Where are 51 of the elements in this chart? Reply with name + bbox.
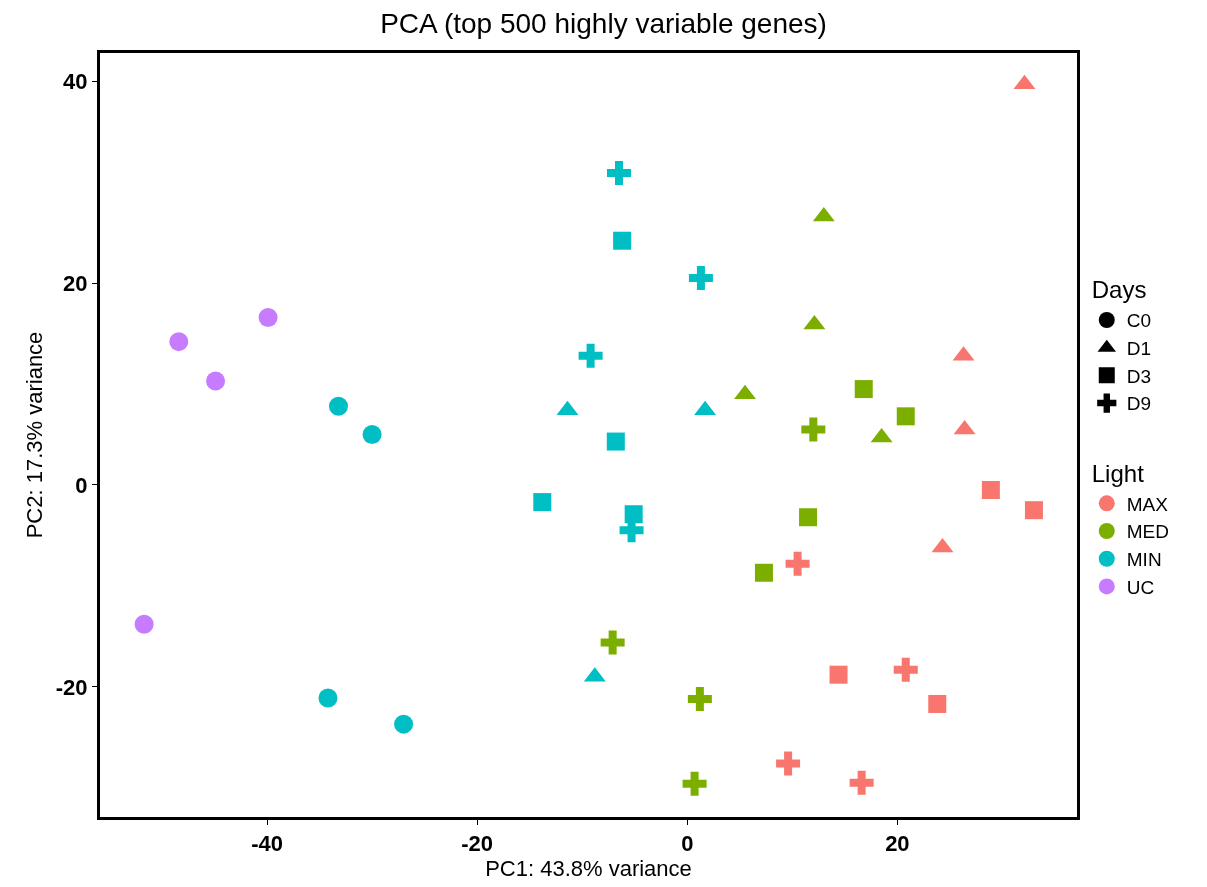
legend-label: D3 [1126, 365, 1152, 387]
x-tick-label: -40 [251, 831, 283, 857]
legend-label: MAX [1126, 493, 1169, 515]
text: Days [1091, 276, 1147, 304]
point [981, 481, 1000, 499]
text: Light [1091, 459, 1144, 487]
point [258, 307, 278, 327]
legend-label: D9 [1126, 393, 1152, 415]
point [578, 343, 603, 368]
legend-label: MIN [1126, 549, 1162, 571]
point [687, 686, 712, 711]
point [134, 614, 154, 634]
point [928, 694, 947, 713]
point [533, 493, 552, 512]
legend-label: MED [1126, 521, 1169, 543]
point [688, 266, 713, 291]
legend-label: D1 [1126, 338, 1152, 360]
y-tick-label: 0 [75, 472, 88, 498]
point [829, 665, 848, 684]
point [600, 630, 625, 655]
legend-label: UC [1126, 576, 1155, 598]
point [849, 770, 874, 795]
y-tick-label: 40 [63, 68, 88, 94]
point [893, 657, 918, 682]
point [776, 751, 801, 776]
legend-label: C0 [1126, 310, 1152, 332]
x-tick-label: 20 [885, 831, 910, 857]
point [394, 714, 414, 734]
point [206, 371, 226, 391]
point [328, 396, 348, 416]
point [785, 551, 810, 576]
point [896, 407, 915, 426]
chart-title: PCA (top 500 highly variable genes) [380, 7, 827, 39]
point [799, 508, 818, 527]
y-axis-title: PC2: 17.3% variance [21, 331, 47, 539]
point [1024, 501, 1043, 520]
x-tick-label: 0 [681, 831, 694, 857]
x-tick-label: -20 [461, 831, 494, 857]
point [606, 432, 625, 451]
x-axis-title: PC1: 43.8% variance [485, 856, 692, 882]
y-tick-label: -20 [55, 674, 88, 700]
point [801, 417, 826, 442]
point [318, 688, 338, 708]
point [613, 231, 632, 250]
point [362, 425, 382, 444]
point [169, 332, 189, 352]
y-tick-label: 20 [63, 270, 88, 296]
point [754, 563, 773, 582]
point [606, 161, 631, 186]
point [682, 771, 707, 796]
point [854, 380, 873, 399]
